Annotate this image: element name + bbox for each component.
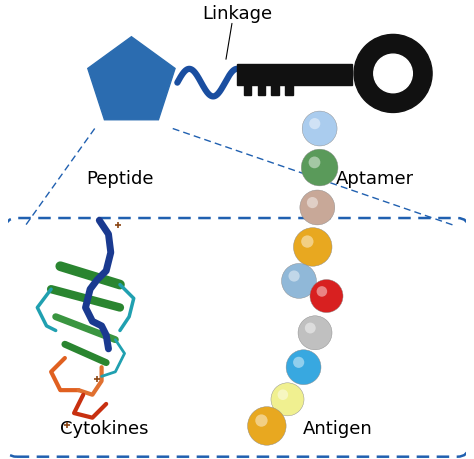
Circle shape — [298, 316, 332, 350]
Circle shape — [300, 190, 335, 225]
Circle shape — [354, 34, 432, 112]
Circle shape — [255, 414, 268, 427]
FancyBboxPatch shape — [5, 218, 469, 457]
Bar — [272, 85, 279, 95]
Circle shape — [289, 270, 300, 282]
Bar — [285, 85, 292, 95]
Circle shape — [310, 280, 343, 313]
Text: Linkage: Linkage — [202, 5, 272, 23]
Circle shape — [282, 263, 317, 298]
Text: Antigen: Antigen — [303, 420, 373, 438]
Circle shape — [293, 357, 304, 368]
Circle shape — [317, 286, 327, 297]
Circle shape — [286, 350, 321, 385]
Circle shape — [278, 389, 288, 400]
Circle shape — [301, 149, 338, 186]
Circle shape — [309, 118, 320, 129]
Bar — [237, 64, 352, 85]
Polygon shape — [88, 37, 175, 120]
Circle shape — [301, 235, 313, 248]
Circle shape — [374, 54, 412, 93]
Circle shape — [247, 407, 286, 445]
Circle shape — [293, 228, 332, 266]
Bar — [258, 85, 265, 95]
Circle shape — [307, 197, 318, 208]
Bar — [244, 85, 251, 95]
Circle shape — [271, 383, 304, 416]
Text: Cytokines: Cytokines — [60, 420, 148, 438]
Circle shape — [305, 323, 316, 333]
Text: Peptide: Peptide — [86, 170, 154, 188]
Text: Aptamer: Aptamer — [336, 170, 414, 188]
Circle shape — [309, 157, 320, 168]
Circle shape — [302, 111, 337, 146]
